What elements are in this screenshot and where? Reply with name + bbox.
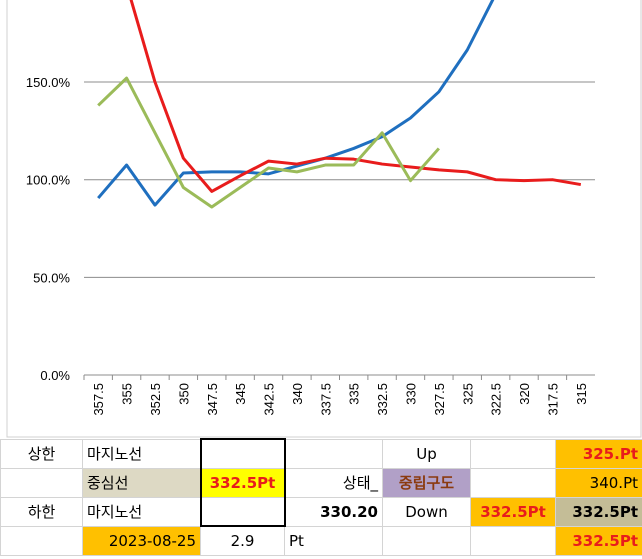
x-tick-label: 342.5 (262, 383, 277, 416)
x-tick-label: 327.5 (432, 383, 447, 416)
chart-frame (6, 0, 642, 438)
series-line (97, 76, 440, 209)
series-line (97, 0, 495, 207)
x-tick-label: 347.5 (205, 383, 220, 416)
cell[interactable]: 332.5Pt (470, 496, 556, 527)
sheet-row: 상한 마지노선 Up 325.Pt (0, 438, 642, 469)
x-tick-label: 355 (120, 383, 135, 405)
x-tick-label: 350 (176, 383, 191, 405)
cell[interactable]: Down (382, 496, 471, 527)
x-tick-label: 330 (403, 383, 418, 405)
chart: 0.0% 50.0% 100.0% 150.0% 357.5 355 352.5 350 347… (6, 0, 642, 438)
cell[interactable] (470, 467, 556, 498)
x-tick-label: 345 (233, 383, 248, 405)
cell[interactable]: 330.20 (284, 496, 383, 527)
sheet-row: 2023-08-25 2.9 Pt 332.5Pt (0, 525, 642, 556)
cell[interactable]: 332.5Pt (555, 525, 642, 556)
cell[interactable]: 상태_ (284, 467, 383, 498)
y-tick-label: 150.0% (26, 75, 71, 90)
x-tick-label: 357.5 (91, 383, 106, 416)
x-tick-label: 320 (517, 383, 532, 405)
cell[interactable]: 마지노선 (82, 438, 201, 469)
cell[interactable]: 2.9 (200, 525, 285, 556)
cell[interactable]: Pt (284, 525, 383, 556)
cell[interactable] (470, 438, 556, 469)
x-tick-label: 352.5 (148, 383, 163, 416)
sheet-table: 상한 마지노선 Up 325.Pt 중심선 332.5Pt 상태_ 중립구도 340.Pt 하한 마… (0, 438, 642, 556)
cell[interactable] (199, 438, 286, 469)
sheet-row: 하한 마지노선 330.20 Down 332.5Pt 332.5Pt (0, 496, 642, 527)
x-tick-label: 325 (460, 383, 475, 405)
series-line (129, 0, 582, 193)
cell[interactable]: 325.Pt (555, 438, 642, 469)
cell[interactable] (470, 525, 556, 556)
cell[interactable] (284, 438, 383, 469)
cell[interactable]: 중심선 (82, 467, 201, 498)
sheet-row: 중심선 332.5Pt 상태_ 중립구도 340.Pt (0, 467, 642, 498)
x-tick-label: 317.5 (545, 383, 560, 416)
cell[interactable] (199, 496, 286, 527)
cell[interactable]: 하한 (0, 496, 83, 527)
x-tick-label: 337.5 (318, 383, 333, 416)
y-tick-label: 100.0% (26, 173, 71, 188)
x-tick-label: 335 (347, 383, 362, 405)
y-tick-label: 50.0% (33, 270, 70, 285)
x-tick-label: 315 (574, 383, 589, 405)
x-tick-label: 340 (290, 383, 305, 405)
y-tick-label: 0.0% (40, 368, 70, 383)
cell[interactable]: 332.5Pt (199, 467, 286, 498)
cell[interactable]: 2023-08-25 (82, 525, 201, 556)
cell[interactable]: 마지노선 (82, 496, 201, 527)
cell[interactable] (0, 525, 83, 556)
cell[interactable] (382, 525, 471, 556)
x-tick-label: 332.5 (375, 383, 390, 416)
cell[interactable]: Up (382, 438, 471, 469)
cell[interactable]: 332.5Pt (555, 496, 642, 527)
cell[interactable] (0, 467, 83, 498)
cell[interactable]: 상한 (0, 438, 83, 469)
cell[interactable]: 340.Pt (555, 467, 642, 498)
cell[interactable]: 중립구도 (382, 467, 471, 498)
x-tick-label: 322.5 (489, 383, 504, 416)
